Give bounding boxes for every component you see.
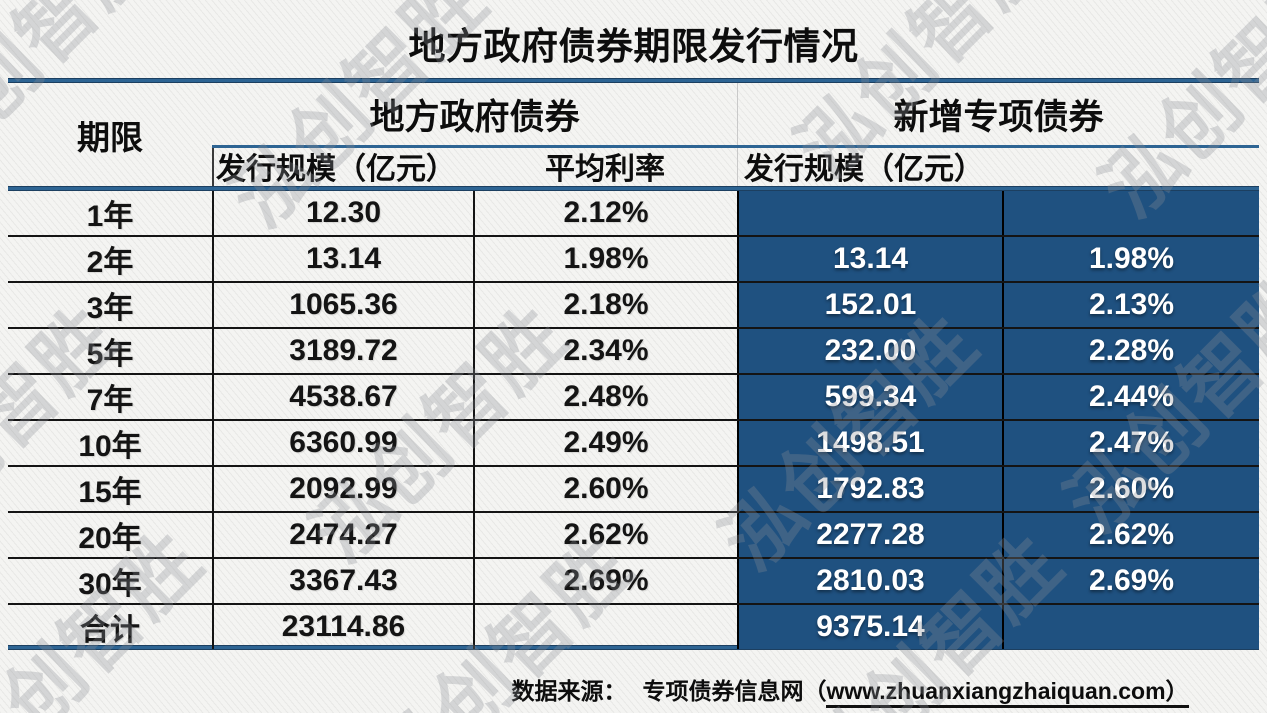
new-scale-cell: 9375.14 [737,605,1002,649]
lg-scale-cell: 2092.99 [212,467,473,511]
term-cell: 20年 [78,522,142,555]
term-cell: 2年 [86,246,134,279]
bond-table: 期限 地方政府债券 新增专项债券 发行规模（亿元） 平均利率 发行规模（亿元） … [8,78,1259,650]
header-group-underline [212,145,1259,148]
header-term: 期限 [77,118,143,156]
table-row: 2年 13.14 1.98% 13.14 1.98% [8,235,1259,281]
table-row: 10年 6360.99 2.49% 1498.51 2.47% [8,419,1259,465]
lg-rate-cell: 2.60% [473,467,737,511]
table-header-rule [8,186,1259,191]
new-rate-cell: 2.28% [1002,329,1259,373]
lg-rate-cell [473,605,737,649]
header-new-average-rate [1002,145,1259,186]
lg-rate-cell: 2.69% [473,559,737,603]
term-cell: 3年 [86,292,134,325]
new-scale-cell: 1792.83 [737,467,1002,511]
lg-rate-cell: 1.98% [473,237,737,281]
term-cell: 30年 [78,568,142,601]
lg-scale-cell: 13.14 [212,237,473,281]
header-group-local-gov-bonds: 地方政府债券 [369,97,580,137]
term-cell: 1年 [86,200,134,233]
page-title: 地方政府债券期限发行情况 [408,26,859,67]
data-source-label: 数据来源： [511,678,627,704]
new-rate-cell: 2.62% [1002,513,1259,557]
lg-scale-cell: 6360.99 [212,421,473,465]
new-rate-cell [1002,191,1259,235]
lg-rate-cell: 2.18% [473,283,737,327]
table-row: 合计 23114.86 9375.14 [8,603,1259,649]
new-rate-cell: 2.47% [1002,421,1259,465]
table-row: 20年 2474.27 2.62% 2277.28 2.62% [8,511,1259,557]
table-row: 7年 4538.67 2.48% 599.34 2.44% [8,373,1259,419]
lg-rate-cell: 2.34% [473,329,737,373]
new-scale-cell: 1498.51 [737,421,1002,465]
data-source-name: 专项债券信息网 [642,678,804,704]
new-rate-cell: 2.13% [1002,283,1259,327]
table-row: 3年 1065.36 2.18% 152.01 2.13% [8,281,1259,327]
new-rate-cell: 2.60% [1002,467,1259,511]
new-scale-cell: 13.14 [737,237,1002,281]
new-scale-cell: 2277.28 [737,513,1002,557]
new-rate-cell [1002,605,1259,649]
lg-scale-cell: 1065.36 [212,283,473,327]
lg-rate-cell: 2.62% [473,513,737,557]
lg-scale-cell: 3367.43 [212,559,473,603]
lg-rate-cell: 2.49% [473,421,737,465]
lg-scale-cell: 4538.67 [212,375,473,419]
new-scale-cell: 232.00 [737,329,1002,373]
table-top-rule [8,78,1259,83]
new-rate-cell: 2.44% [1002,375,1259,419]
new-rate-cell: 1.98% [1002,237,1259,281]
new-scale-cell: 599.34 [737,375,1002,419]
lg-scale-cell: 3189.72 [212,329,473,373]
lg-scale-cell: 2474.27 [212,513,473,557]
new-scale-cell: 2810.03 [737,559,1002,603]
lg-rate-cell: 2.12% [473,191,737,235]
new-rate-cell: 2.69% [1002,559,1259,603]
table-bottom-rule [8,645,1259,650]
term-cell: 7年 [86,384,134,417]
header-lg-issuance-scale: 发行规模（亿元） [212,145,473,186]
header-lg-average-rate: 平均利率 [545,152,665,186]
table-header: 期限 地方政府债券 新增专项债券 发行规模（亿元） 平均利率 发行规模（亿元） [8,83,1259,186]
term-cell: 5年 [86,338,134,371]
lg-scale-cell: 23114.86 [212,605,473,649]
lg-scale-cell: 12.30 [212,191,473,235]
table-row: 15年 2092.99 2.60% 1792.83 2.60% [8,465,1259,511]
data-source: 数据来源： 专项债券信息网（www.zhuanxiangzhaiquan.com） [455,672,1245,708]
term-cell: 15年 [78,476,142,509]
table-row: 5年 3189.72 2.34% 232.00 2.28% [8,327,1259,373]
term-cell: 合计 [80,614,140,647]
paren-close: ） [1165,678,1189,704]
paren-open: （ [803,678,827,704]
header-new-issuance-scale: 发行规模（亿元） [737,145,1002,186]
data-source-url[interactable]: www.zhuanxiangzhaiquan.com [826,678,1166,704]
table-row: 1年 12.30 2.12% [8,191,1259,235]
lg-rate-cell: 2.48% [473,375,737,419]
new-scale-cell: 152.01 [737,283,1002,327]
table-body: 1年 12.30 2.12% 2年 13.14 1.98% 13.14 1.98… [8,191,1259,649]
new-scale-cell [737,191,1002,235]
header-group-new-special-bonds: 新增专项债券 [737,83,1259,145]
table-row: 30年 3367.43 2.69% 2810.03 2.69% [8,557,1259,603]
term-cell: 10年 [78,430,142,463]
